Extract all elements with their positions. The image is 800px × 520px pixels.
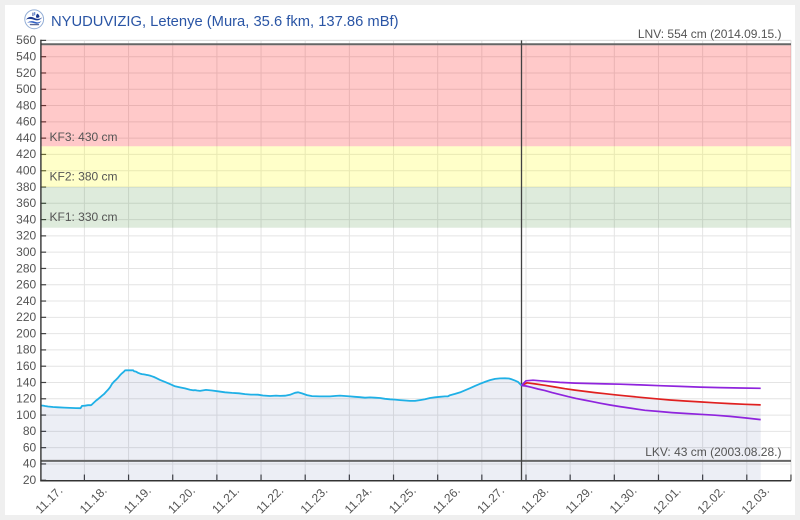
svg-text:420: 420: [16, 147, 36, 161]
svg-text:360: 360: [16, 196, 36, 210]
svg-text:400: 400: [16, 164, 36, 178]
svg-text:460: 460: [16, 115, 36, 129]
svg-text:40: 40: [23, 457, 37, 471]
svg-text:LNV: 554 cm (2014.09.15.): LNV: 554 cm (2014.09.15.): [638, 27, 782, 41]
svg-text:160: 160: [16, 359, 36, 373]
svg-text:380: 380: [16, 180, 36, 194]
svg-text:240: 240: [16, 294, 36, 308]
svg-text:KF3: 430 cm: KF3: 430 cm: [50, 130, 118, 144]
svg-text:480: 480: [16, 98, 36, 112]
svg-text:80: 80: [23, 424, 37, 438]
svg-text:200: 200: [16, 326, 36, 340]
svg-text:140: 140: [16, 375, 36, 389]
svg-text:220: 220: [16, 310, 36, 324]
svg-text:540: 540: [16, 50, 36, 64]
svg-text:560: 560: [16, 33, 36, 47]
svg-text:280: 280: [16, 261, 36, 275]
svg-text:520: 520: [16, 66, 36, 80]
svg-text:340: 340: [16, 212, 36, 226]
svg-text:440: 440: [16, 131, 36, 145]
svg-text:180: 180: [16, 343, 36, 357]
svg-text:100: 100: [16, 408, 36, 422]
svg-text:60: 60: [23, 440, 37, 454]
svg-text:320: 320: [16, 229, 36, 243]
svg-text:KF1: 330 cm: KF1: 330 cm: [50, 210, 118, 224]
svg-text:300: 300: [16, 245, 36, 259]
svg-text:260: 260: [16, 278, 36, 292]
svg-text:500: 500: [16, 82, 36, 96]
svg-text:120: 120: [16, 392, 36, 406]
svg-text:20: 20: [23, 473, 37, 487]
svg-text:NYUDUVIZIG, Letenye (Mura, 35.: NYUDUVIZIG, Letenye (Mura, 35.6 fkm, 137…: [51, 14, 399, 30]
svg-text:LKV: 43 cm (2003.08.28.): LKV: 43 cm (2003.08.28.): [645, 445, 781, 459]
svg-text:KF2: 380 cm: KF2: 380 cm: [50, 170, 118, 184]
